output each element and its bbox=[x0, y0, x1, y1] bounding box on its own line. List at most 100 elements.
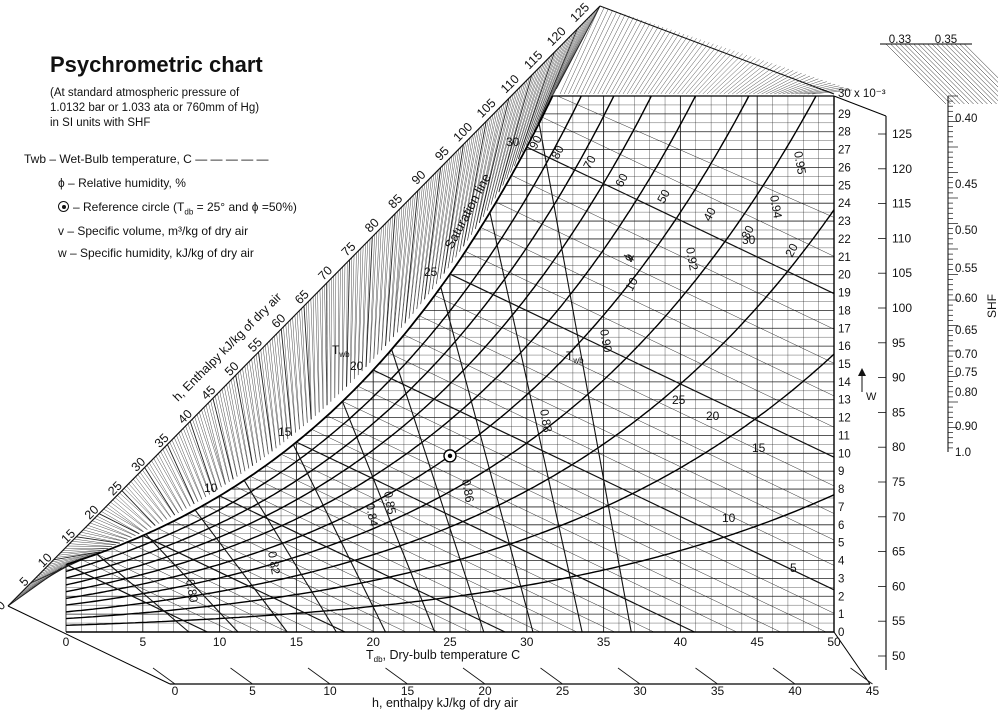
hatch-line bbox=[744, 67, 785, 95]
bottom-enthalpy-tick-mark bbox=[540, 667, 563, 685]
hatch-line bbox=[597, 18, 638, 95]
hatch-line bbox=[101, 511, 140, 534]
diagonal-enthalpy-tick: 40 bbox=[175, 407, 195, 427]
rh-curve-50 bbox=[65, 95, 750, 600]
rh-label: 40 bbox=[700, 205, 719, 224]
hatch-line bbox=[706, 54, 748, 95]
x-tick-label: 15 bbox=[290, 635, 304, 649]
hatch-line bbox=[533, 33, 573, 132]
hatch-line bbox=[553, 12, 594, 95]
hatch-line bbox=[533, 35, 571, 132]
volume-label: 0.82 bbox=[265, 550, 283, 576]
hatch-line bbox=[475, 102, 505, 229]
hatch-line bbox=[549, 15, 592, 102]
bottom-enthalpy-tick: 45 bbox=[866, 684, 880, 698]
hatch-line bbox=[494, 82, 526, 199]
shf-diag-mark bbox=[904, 43, 965, 105]
wet-bulb-line bbox=[557, 95, 835, 218]
wet-bulb-symbol-left-main: T bbox=[332, 343, 340, 357]
wet-bulb-line bbox=[403, 334, 835, 541]
hatch-line bbox=[144, 467, 176, 516]
hatch-line bbox=[412, 181, 428, 314]
bottom-enthalpy-tick-mark bbox=[385, 667, 408, 685]
shf-tick-label: 0.45 bbox=[955, 179, 977, 191]
hatch-line bbox=[502, 70, 537, 186]
top-border-line bbox=[599, 5, 835, 95]
hatch-line bbox=[443, 142, 466, 274]
hatch-line bbox=[353, 252, 357, 380]
wet-bulb-line bbox=[219, 495, 506, 633]
hatch-line bbox=[194, 416, 218, 490]
hatch-line bbox=[614, 24, 655, 95]
w-tick-label: 15 bbox=[838, 359, 851, 371]
hatch-line bbox=[727, 61, 769, 95]
wet-bulb-line bbox=[465, 251, 835, 428]
shf-tick-label: 0.40 bbox=[955, 113, 977, 125]
hatch-line bbox=[521, 49, 557, 153]
hatch-line bbox=[267, 342, 281, 446]
right-enthalpy-tick: 65 bbox=[892, 545, 906, 559]
hatch-line bbox=[753, 70, 794, 95]
hatch-line bbox=[294, 315, 304, 427]
diagonal-enthalpy-tick: 0 bbox=[0, 598, 8, 613]
hatch-line bbox=[389, 209, 400, 342]
hatch-line bbox=[164, 446, 195, 505]
rh-curve-80 bbox=[65, 95, 615, 579]
wet-bulb-line bbox=[173, 520, 407, 633]
w-tick-label: 14 bbox=[838, 377, 851, 389]
hatch-line bbox=[369, 232, 378, 363]
hatch-line bbox=[301, 308, 308, 423]
hatch-line bbox=[205, 405, 226, 485]
hatch-line bbox=[510, 61, 546, 173]
w-tick-label: 12 bbox=[838, 413, 851, 425]
x-axis-label: Tdb, Dry-bulb temperature C bbox=[366, 648, 520, 664]
shf-diag-mark bbox=[885, 43, 947, 105]
hatch-line bbox=[334, 273, 337, 398]
diagonal-enthalpy-tick: 90 bbox=[409, 168, 429, 188]
hatch-line bbox=[677, 45, 718, 95]
hatch-line bbox=[541, 24, 582, 117]
hatch-line bbox=[292, 317, 300, 430]
shf-diag-mark bbox=[954, 43, 998, 88]
hatch-line bbox=[774, 77, 815, 95]
hatch-line bbox=[208, 402, 230, 482]
hatch-line bbox=[541, 26, 580, 118]
hatch-line bbox=[610, 22, 651, 95]
bottom-enthalpy-tick-mark bbox=[230, 667, 253, 685]
shf-diag-mark bbox=[941, 43, 998, 102]
hatch-line bbox=[358, 245, 364, 375]
hatch-line bbox=[393, 202, 407, 337]
shf-tick-label: 1.0 bbox=[955, 447, 971, 459]
shf-tick-label: 0.65 bbox=[955, 325, 977, 337]
wet-bulb-line bbox=[327, 415, 781, 633]
hatch-line bbox=[338, 269, 341, 395]
legend-ref-text: – Reference circle (T bbox=[73, 200, 185, 214]
hatch-line bbox=[203, 407, 226, 485]
x-tick-label: 5 bbox=[139, 635, 146, 649]
w-tick-label: 13 bbox=[838, 395, 851, 407]
w-tick-label: 23 bbox=[838, 216, 851, 228]
hatch-line bbox=[285, 324, 296, 433]
wet-bulb-line bbox=[526, 146, 835, 295]
diagonal-enthalpy-tick: 120 bbox=[544, 24, 569, 49]
hatch-line bbox=[555, 5, 601, 90]
hatch-line bbox=[631, 29, 672, 95]
wet-bulb-label: 5 bbox=[790, 561, 797, 575]
w-tick-label: 10 bbox=[838, 448, 851, 460]
hatch-line bbox=[162, 448, 191, 507]
volume-label: 0.90 bbox=[597, 328, 615, 354]
hatch-line bbox=[385, 215, 393, 347]
volume-line bbox=[96, 553, 190, 633]
hatch-line bbox=[377, 225, 384, 355]
shf-tick-label: 0.80 bbox=[955, 387, 977, 399]
hatch-line bbox=[408, 185, 423, 319]
bottom-enthalpy-tick-mark bbox=[850, 667, 873, 685]
hatch-line bbox=[529, 38, 569, 139]
chart-subtitle-line-1: (At standard atmospheric pressure of bbox=[50, 87, 240, 99]
hatch-line bbox=[494, 79, 528, 199]
hatch-line bbox=[62, 548, 109, 551]
wet-bulb-line bbox=[342, 401, 827, 633]
hatch-line bbox=[514, 59, 548, 167]
hatch-line bbox=[740, 66, 781, 95]
volume-line bbox=[440, 286, 534, 633]
